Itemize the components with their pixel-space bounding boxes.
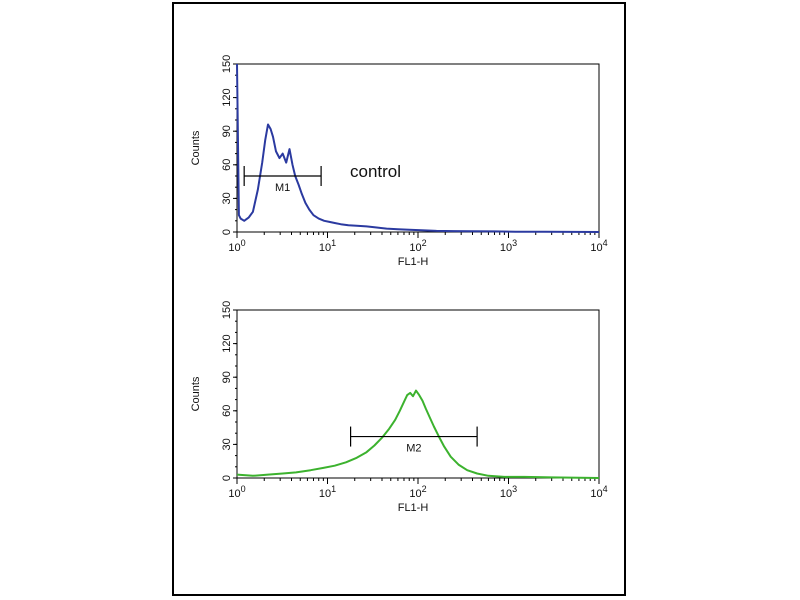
histogram-series-line (236, 63, 600, 233)
y-tick-label: 30 (221, 192, 233, 204)
y-tick-label: 60 (221, 159, 233, 171)
x-axis-title: FL1-H (398, 256, 429, 268)
x-tick-label: 104 (590, 484, 607, 500)
y-tick-label: 150 (221, 55, 233, 73)
y-tick-label: 90 (221, 125, 233, 137)
histogram-panel-2: 0 30 60 90 120 150 100 101 102 103 104 Counts FL1-H M… (190, 301, 608, 514)
y-tick-label: 120 (221, 88, 233, 106)
histogram-panel-1: 0 30 60 90 120 150 100 101 102 103 104 Counts FL1-H M… (190, 55, 608, 268)
x-tick-label: 104 (590, 238, 607, 254)
x-tick-label: 103 (500, 238, 517, 254)
x-tick-label: 102 (409, 484, 426, 500)
x-axis-title: FL1-H (398, 502, 429, 514)
x-tick-label: 102 (409, 238, 426, 254)
y-tick-label: 150 (221, 301, 233, 319)
histogram-series-line (236, 389, 600, 479)
x-tick-label: 100 (228, 238, 245, 254)
y-tick-label: 0 (221, 229, 233, 235)
marker-label: M1 (275, 182, 290, 194)
y-tick-label: 60 (221, 405, 233, 417)
marker-label: M2 (406, 443, 421, 455)
y-tick-label: 30 (221, 438, 233, 450)
x-tick-label: 103 (500, 484, 517, 500)
y-axis-title: Counts (190, 130, 202, 165)
x-tick-label: 101 (319, 238, 336, 254)
control-annotation: control (350, 162, 401, 181)
y-axis-title: Counts (190, 376, 202, 411)
y-tick-label: 0 (221, 475, 233, 481)
plot-area (236, 63, 600, 233)
x-tick-label: 100 (228, 484, 245, 500)
y-tick-label: 120 (221, 334, 233, 352)
figure-frame (172, 2, 626, 596)
y-tick-label: 90 (221, 371, 233, 383)
x-tick-label: 101 (319, 484, 336, 500)
